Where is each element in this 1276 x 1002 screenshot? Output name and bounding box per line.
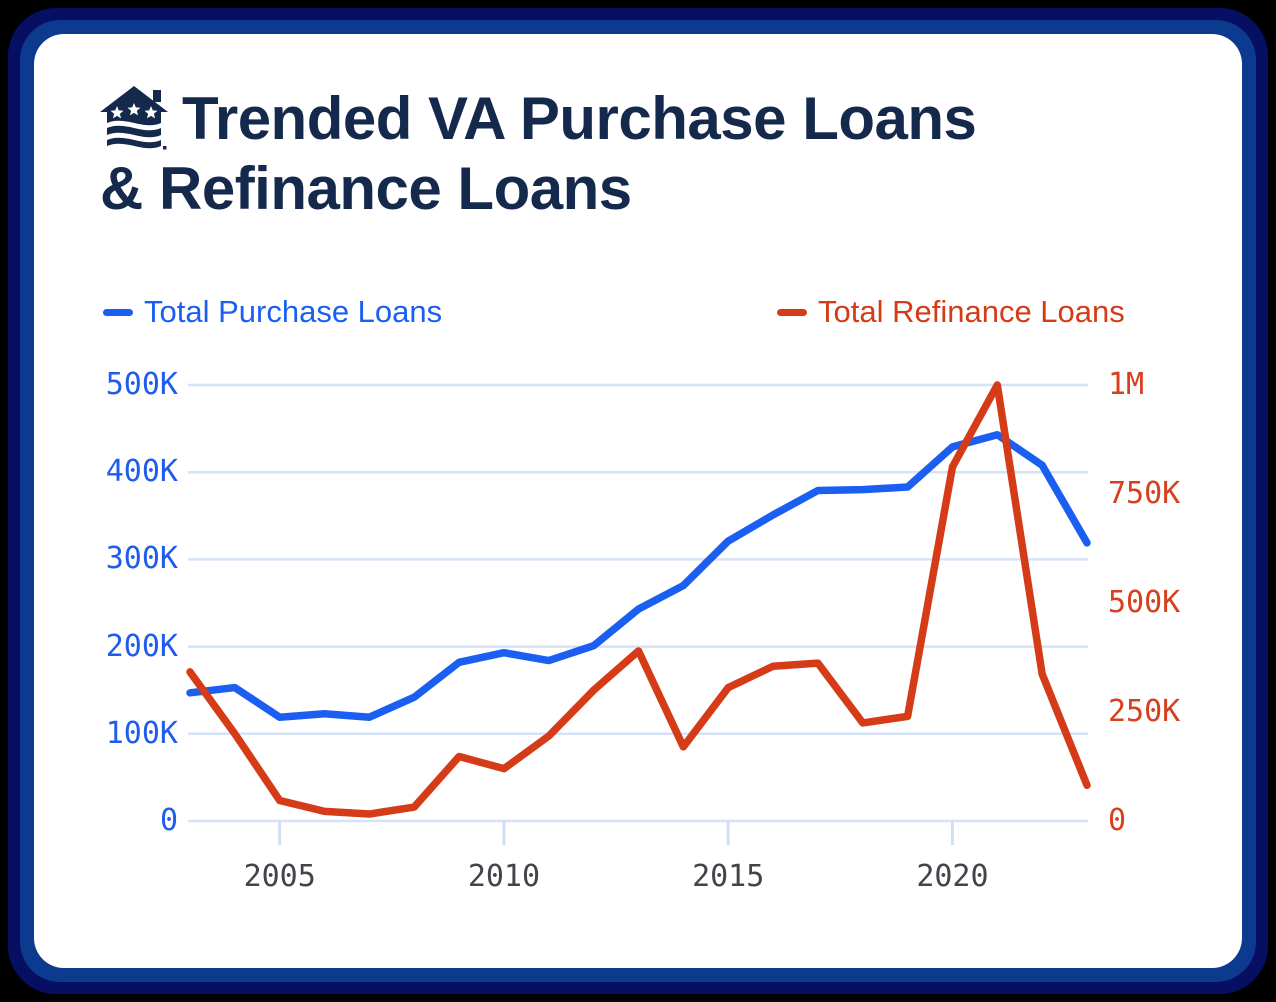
- legend-item-refinance: Total Refinance Loans: [777, 292, 1125, 332]
- y-axis-left-tick-label: 300K: [105, 541, 178, 577]
- refinance-loans-line: [186, 381, 1091, 818]
- y-axis-left-tick-label: 100K: [105, 715, 178, 751]
- y-axis-left-tick-label: 400K: [105, 454, 178, 490]
- purchase-line-swatch-icon: [103, 308, 133, 316]
- purchase-loans-line: [186, 430, 1091, 721]
- header: Trended VA Purchase Loans & Refinance Lo…: [100, 84, 977, 224]
- y-axis-right-tick-label: 500K: [1108, 585, 1181, 620]
- x-axis-tick-label: 2015: [692, 859, 765, 894]
- legend-item-purchase: Total Purchase Loans: [103, 292, 442, 332]
- x-axis-tick-label: 2010: [467, 859, 541, 894]
- legend-label-purchase: Total Purchase Loans: [144, 294, 443, 329]
- y-axis-right-tick-label: 750K: [1108, 476, 1181, 511]
- card-background: [34, 34, 1242, 968]
- x-axis-tick-label: 2005: [243, 859, 316, 894]
- legend-label-refinance: Total Refinance Loans: [818, 294, 1125, 329]
- y-axis-left-tick-label: 200K: [105, 628, 178, 664]
- page-title-line1: Trended VA Purchase Loans: [182, 85, 977, 152]
- x-axis-tick-label: 2020: [916, 859, 989, 894]
- y-axis-right-tick-label: 0: [1108, 803, 1127, 838]
- refinance-line-swatch-icon: [777, 308, 807, 316]
- y-axis-right-tick-label: 250K: [1108, 694, 1181, 729]
- y-axis-right-tick-label: 1M: [1108, 367, 1145, 402]
- y-axis-left-tick-label: 500K: [105, 367, 178, 402]
- house-flag-stars-logo-icon: [100, 86, 168, 150]
- y-axis-left-tick-label: 0: [159, 803, 178, 838]
- page-title-line2: & Refinance Loans: [100, 155, 632, 222]
- logo-trademark-dot: [163, 146, 167, 150]
- chart-legend: Total Purchase Loans Total Refinance Loa…: [0, 292, 1276, 332]
